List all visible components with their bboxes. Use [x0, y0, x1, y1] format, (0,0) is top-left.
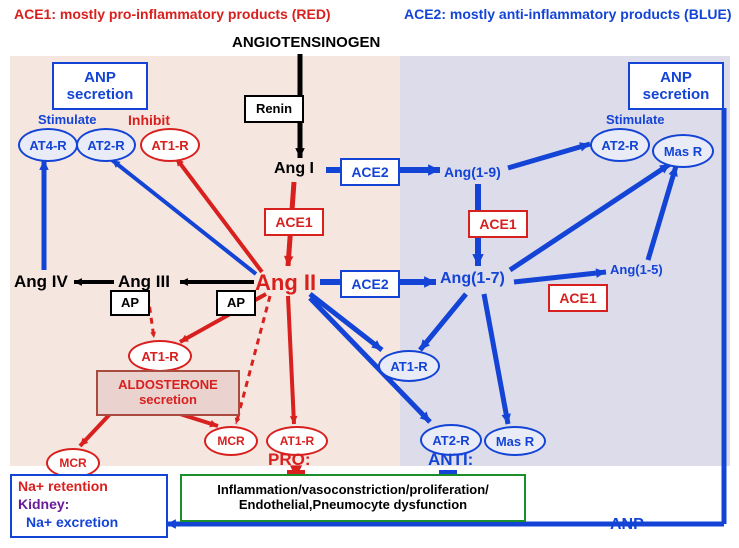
title-right: ACE2: mostly anti-inflammatory products …	[404, 6, 731, 22]
node-ang17: Ang(1-7)	[440, 270, 505, 288]
node-naRet: Na+ retention	[18, 478, 108, 494]
node-ace2a: ACE2	[340, 158, 400, 186]
node-kidney: Kidney:	[18, 496, 69, 512]
angII-to-at2rL	[112, 160, 256, 274]
node-angII: Ang II	[255, 270, 316, 296]
node-ace1c: ACE1	[548, 284, 608, 312]
node-at1rTop: AT1-R	[140, 128, 200, 162]
node-angIII: Ang III	[118, 272, 170, 292]
title-left: ACE1: mostly pro-inflammatory products (…	[14, 6, 331, 22]
angII-to-angIII	[180, 278, 254, 286]
ang17-to-masAnti	[484, 294, 511, 424]
node-stimulateL: Stimulate	[38, 112, 97, 127]
node-masAnti: Mas R	[484, 426, 546, 456]
node-ace1b: ACE1	[468, 210, 528, 238]
angIII-to-angIV	[74, 278, 114, 286]
node-at2rL: AT2-R	[76, 128, 136, 162]
node-ang19: Ang(1-9)	[444, 164, 501, 180]
node-ace1a: ACE1	[264, 208, 324, 236]
angIV-to-at4r	[39, 160, 49, 270]
node-angI: Ang I	[274, 160, 314, 178]
node-pro: PRO:	[268, 450, 311, 470]
node-ace2b: ACE2	[340, 270, 400, 298]
angII-to-at1rAnti	[310, 294, 382, 350]
node-renin: Renin	[244, 95, 304, 123]
title-top: ANGIOTENSINOGEN	[232, 34, 380, 51]
ang17-to-ang15	[514, 268, 606, 282]
ang17-to-at1rAnti	[420, 294, 466, 350]
node-angIV: Ang IV	[14, 272, 68, 292]
node-anpLabel: ANP	[610, 516, 644, 534]
node-aldo: ALDOSTERONEsecretion	[96, 370, 240, 416]
node-stimulateR: Stimulate	[606, 112, 665, 127]
ang15-to-masR	[648, 166, 678, 260]
node-inhibitL: Inhibit	[128, 112, 170, 128]
node-at1rMid: AT1-R	[128, 340, 192, 372]
node-anpR: ANPsecretion	[628, 62, 724, 110]
node-masR_R: Mas R	[652, 134, 714, 168]
node-at1rAnti: AT1-R	[378, 350, 440, 382]
node-greenBox: Inflammation/vasoconstriction/proliferat…	[180, 474, 526, 522]
node-anpL: ANPsecretion	[52, 62, 148, 110]
angII-to-at1rBot	[288, 296, 297, 424]
node-mcr2: MCR	[204, 426, 258, 456]
node-ap2: AP	[110, 290, 150, 316]
node-ap1: AP	[216, 290, 256, 316]
node-ang15: Ang(1-5)	[610, 262, 663, 277]
node-at2rR: AT2-R	[590, 128, 650, 162]
ang17-to-masR	[510, 164, 670, 270]
angII-to-at1rTop	[176, 158, 262, 272]
node-anti: ANTI:	[428, 450, 473, 470]
ang19-to-at2rR	[508, 142, 590, 168]
aldo-to-mcr1	[80, 414, 110, 446]
node-naExc: Na+ excretion	[26, 514, 118, 530]
node-at4r: AT4-R	[18, 128, 78, 162]
